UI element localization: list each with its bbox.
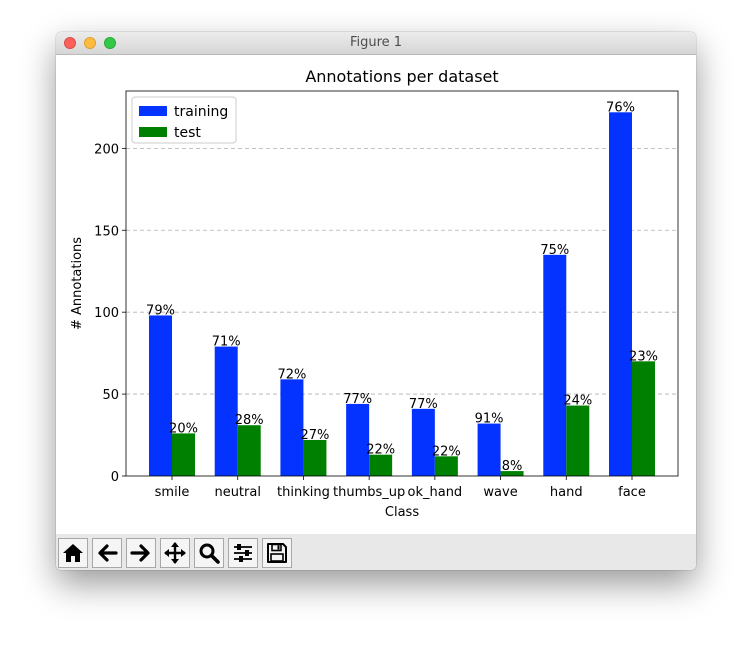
bar-label: 76% (606, 100, 635, 115)
zoom-button[interactable] (194, 538, 224, 568)
bar-training-smile (149, 315, 172, 476)
bar-label: 23% (629, 349, 658, 364)
bar-training-face (609, 112, 632, 477)
bar-training-wave (477, 423, 501, 476)
x-tick-label-ok_hand: ok_hand (408, 485, 463, 500)
bar-training-thinking (280, 379, 304, 476)
legend-swatch-training (139, 106, 167, 116)
bar-label: 22% (432, 444, 461, 459)
home-icon (63, 544, 83, 562)
magnifier-icon (199, 543, 220, 564)
x-tick-label-thumbs_up: thumbs_up (333, 485, 405, 500)
y-tick-label: 0 (111, 470, 119, 485)
forward-button[interactable] (126, 538, 156, 568)
bar-training-neutral (214, 346, 238, 476)
bar-training-hand (543, 254, 567, 476)
window-title: Figure 1 (349, 35, 403, 50)
bar-label: 24% (563, 394, 592, 409)
y-tick-label: 100 (94, 306, 119, 321)
y-axis-label: # Annotations (70, 237, 85, 330)
sliders-icon (234, 544, 252, 562)
figure-window: Figure 1 Annotations per dataset 0 50 100 15… (56, 32, 696, 570)
bar-label: 79% (146, 303, 175, 318)
navigation-toolbar (56, 534, 696, 570)
bar-test-smile (172, 433, 195, 476)
bar-label: 77% (343, 392, 372, 407)
legend-swatch-test (139, 127, 167, 137)
maximize-window-button[interactable] (104, 37, 116, 49)
x-axis-label: Class (385, 505, 419, 520)
pan-button[interactable] (160, 538, 190, 568)
title-bar[interactable]: Figure 1 (56, 32, 696, 55)
bar-label: 77% (409, 397, 438, 412)
bar-chart: Annotations per dataset 0 50 100 150 200 79% 71… (70, 67, 679, 520)
bar-training-thumbs_up (346, 403, 370, 476)
bar-label: 8% (502, 459, 523, 474)
bar-test-hand (566, 405, 590, 476)
configure-subplots-button[interactable] (228, 538, 258, 568)
axes-frame (125, 90, 679, 477)
legend-label-training: training (174, 104, 228, 120)
bar-test-wave (500, 471, 524, 476)
bar-label: 71% (212, 335, 241, 350)
bar-test-neutral (237, 425, 261, 476)
legend-label-test: test (174, 125, 201, 141)
close-window-button[interactable] (64, 37, 76, 49)
arrow-right-icon (130, 544, 150, 562)
arrow-left-icon (98, 544, 118, 562)
save-button[interactable] (262, 538, 292, 568)
y-tick-label: 150 (94, 224, 119, 239)
bar-test-thumbs_up (369, 454, 393, 476)
x-tick-label-neutral: neutral (214, 485, 261, 500)
x-tick-label-hand: hand (550, 485, 583, 500)
bar-label: 72% (277, 367, 306, 382)
minimize-window-button[interactable] (84, 37, 96, 49)
bar-label: 91% (475, 412, 504, 427)
y-tick-label: 200 (94, 142, 119, 157)
bar-label: 22% (366, 443, 395, 458)
bar-training-ok_hand (411, 408, 435, 476)
bar-test-ok_hand (434, 456, 458, 476)
back-button[interactable] (92, 538, 122, 568)
home-button[interactable] (58, 538, 88, 568)
x-tick-label-wave: wave (483, 485, 517, 500)
x-tick-label-face: face (618, 485, 646, 500)
bar-test-face (632, 361, 655, 476)
bar-label: 28% (235, 413, 264, 428)
move-icon (164, 542, 186, 564)
bar-label: 75% (540, 243, 569, 258)
floppy-disk-icon (267, 543, 287, 563)
x-tick-label-smile: smile (155, 485, 190, 500)
bar-label: 20% (169, 421, 198, 436)
x-tick-label-thinking: thinking (277, 485, 330, 500)
chart-title: Annotations per dataset (305, 67, 498, 86)
bar-label: 27% (300, 428, 329, 443)
bar-test-thinking (303, 439, 327, 476)
y-tick-label: 50 (102, 388, 119, 403)
